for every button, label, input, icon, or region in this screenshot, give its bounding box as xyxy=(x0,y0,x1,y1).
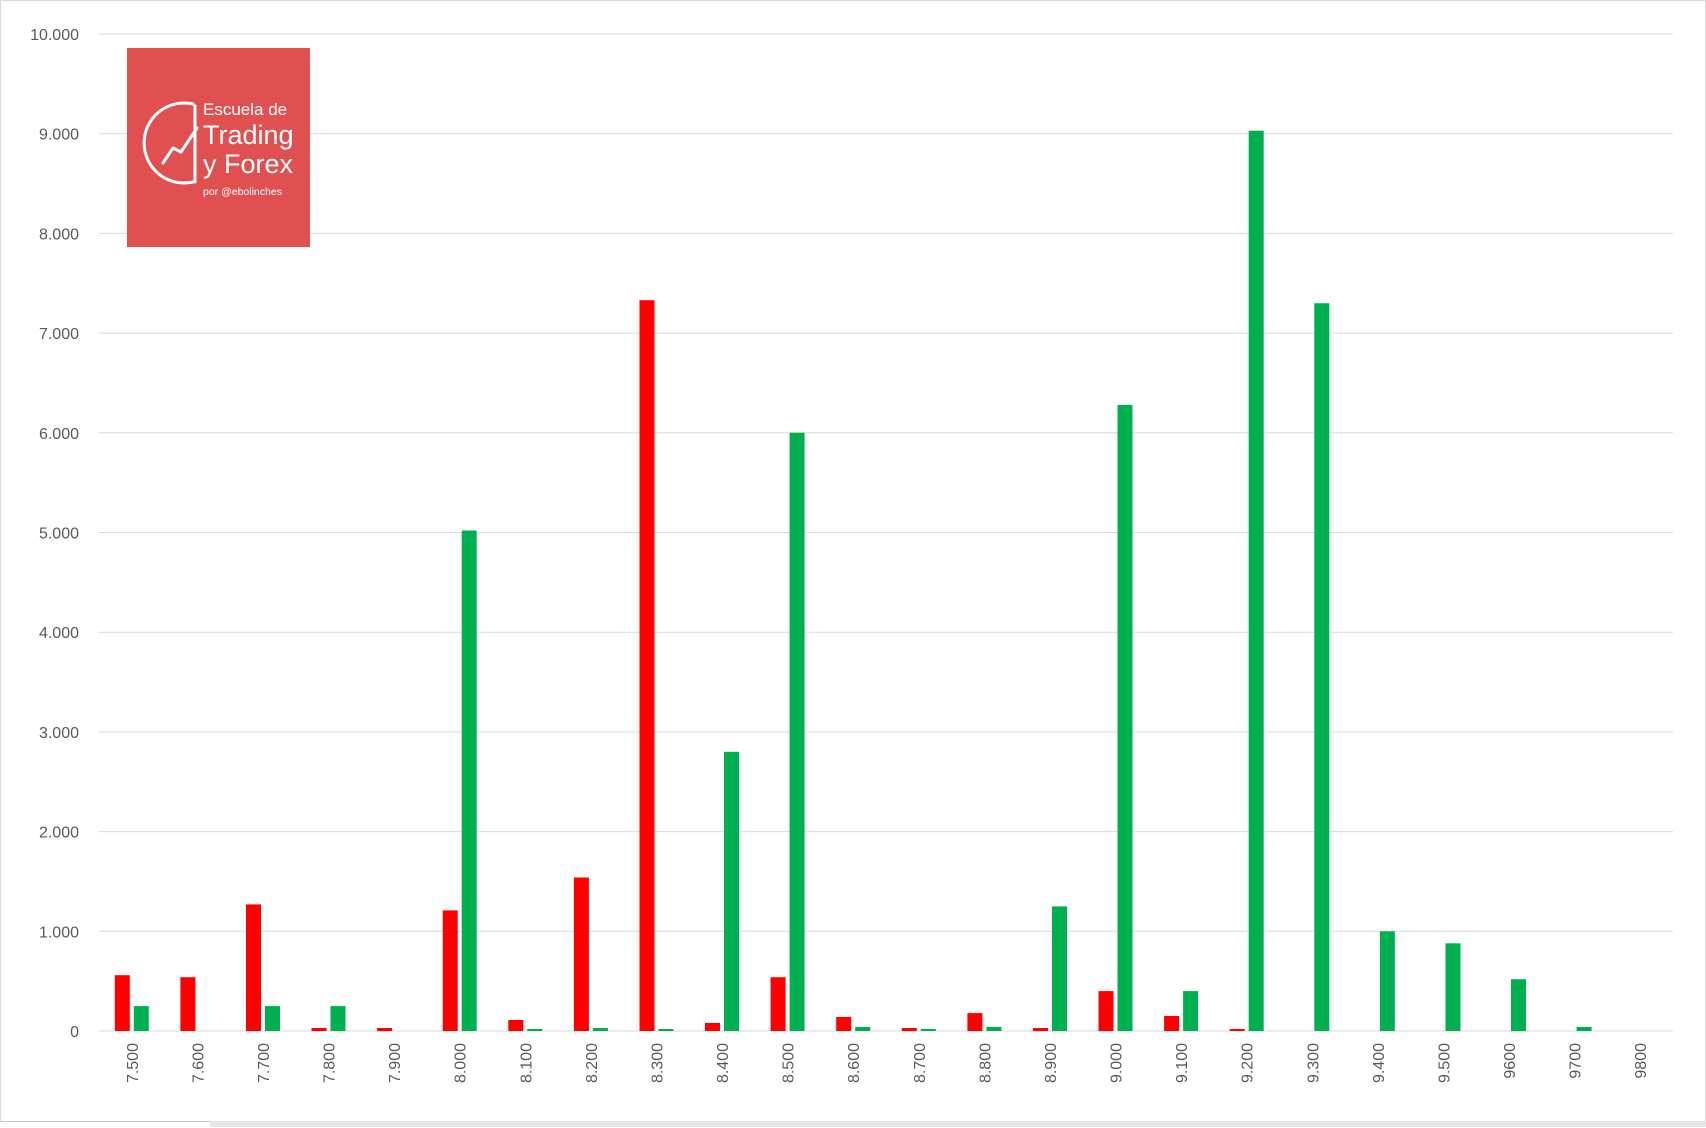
green-bar-8.600 xyxy=(855,1027,871,1031)
red-bar-7.500 xyxy=(114,975,130,1031)
red-bar-7.900 xyxy=(377,1028,393,1031)
y-tick-label: 2.000 xyxy=(39,825,79,842)
red-bar-8.000 xyxy=(442,910,458,1031)
x-tick-label: 9.300 xyxy=(1305,1043,1322,1083)
x-tick-label: 9.100 xyxy=(1174,1043,1191,1083)
red-bar-8.200 xyxy=(573,877,589,1031)
x-tick-label: 7.800 xyxy=(322,1043,339,1083)
x-tick-label: 8.000 xyxy=(453,1043,470,1083)
green-bar-8.500 xyxy=(789,432,805,1031)
y-tick-label: 10.000 xyxy=(30,27,79,44)
x-tick-label: 8.800 xyxy=(977,1043,994,1083)
y-tick-label: 7.000 xyxy=(39,326,79,343)
green-bar-8.900 xyxy=(1052,906,1067,1031)
x-tick-label: 8.100 xyxy=(518,1043,535,1083)
green-bar-9.300 xyxy=(1314,303,1330,1031)
red-bar-8.800 xyxy=(967,1013,983,1031)
logo-background xyxy=(127,48,310,247)
x-tick-label: 9800 xyxy=(1633,1043,1650,1079)
green-bar-7.800 xyxy=(330,1006,346,1031)
red-bar-8.700 xyxy=(901,1028,917,1031)
green-bar-8.400 xyxy=(724,751,739,1031)
x-tick-label: 8.900 xyxy=(1043,1043,1060,1083)
green-bar-7.500 xyxy=(133,1006,149,1031)
logo-line-1: Escuela de xyxy=(203,100,287,119)
logo-line-3: y Forex xyxy=(203,149,294,179)
red-bar-8.300 xyxy=(639,300,655,1031)
escuela-trading-forex-logo: Escuela de Trading y Forex por @ebolinch… xyxy=(127,48,310,247)
red-bar-8.600 xyxy=(836,1017,852,1031)
x-tick-label: 8.600 xyxy=(846,1043,863,1083)
x-tick-label: 8.200 xyxy=(584,1043,601,1083)
y-tick-label: 9.000 xyxy=(39,127,79,144)
red-bar-9.100 xyxy=(1164,1016,1180,1031)
green-bar-9.200 xyxy=(1248,130,1264,1031)
green-bar-8.300 xyxy=(658,1029,674,1031)
green-bar-8.100 xyxy=(527,1029,543,1031)
x-tick-label: 8.500 xyxy=(781,1043,798,1083)
green-bar-8.700 xyxy=(920,1029,936,1031)
green-bar-8.800 xyxy=(986,1027,1002,1031)
red-bar-8.100 xyxy=(508,1020,524,1031)
x-tick-label: 8.300 xyxy=(649,1043,666,1083)
green-bar-8.200 xyxy=(592,1028,608,1031)
red-bar-9.200 xyxy=(1229,1029,1245,1031)
green-bar-9.400 xyxy=(1379,931,1395,1031)
x-tick-label: 9700 xyxy=(1568,1043,1585,1079)
red-bar-7.800 xyxy=(311,1028,327,1031)
y-tick-label: 8.000 xyxy=(39,226,79,243)
x-tick-label: 9.400 xyxy=(1371,1043,1388,1083)
green-bar-9.100 xyxy=(1183,991,1199,1031)
y-tick-label: 4.000 xyxy=(39,625,79,642)
red-bar-8.900 xyxy=(1033,1028,1048,1031)
x-tick-label: 7.900 xyxy=(387,1043,404,1083)
x-tick-label: 9.200 xyxy=(1240,1043,1257,1083)
logo-line-2: Trading xyxy=(203,120,294,150)
red-bar-7.700 xyxy=(246,904,261,1031)
y-tick-label: 0 xyxy=(70,1024,79,1041)
green-bar-8.000 xyxy=(461,530,477,1031)
x-tick-label: 7.600 xyxy=(190,1043,207,1083)
sheet-tab-bar xyxy=(0,1121,1706,1127)
green-bar-9.000 xyxy=(1117,404,1133,1031)
x-tick-label: 8.700 xyxy=(912,1043,929,1083)
red-bar-9.000 xyxy=(1098,991,1114,1031)
x-tick-label: 7.700 xyxy=(256,1043,273,1083)
x-tick-label: 9600 xyxy=(1502,1043,1519,1079)
y-tick-label: 3.000 xyxy=(39,725,79,742)
x-tick-label: 7.500 xyxy=(125,1043,142,1083)
red-bar-8.500 xyxy=(770,977,786,1031)
red-bar-8.400 xyxy=(705,1023,720,1031)
y-tick-label: 6.000 xyxy=(39,426,79,443)
y-tick-label: 1.000 xyxy=(39,924,79,941)
green-bar-9700 xyxy=(1576,1027,1592,1031)
y-tick-label: 5.000 xyxy=(39,526,79,543)
red-bar-7.600 xyxy=(180,977,196,1031)
chart-arrow-icon xyxy=(142,101,199,185)
x-tick-label: 9.000 xyxy=(1109,1043,1126,1083)
green-bar-7.700 xyxy=(265,1006,280,1031)
green-bar-9600 xyxy=(1511,979,1526,1031)
logo-graphic: Escuela de Trading y Forex por @ebolinch… xyxy=(127,48,310,247)
logo-line-4: por @ebolinches xyxy=(203,186,282,198)
sheet-tab[interactable] xyxy=(0,1121,210,1128)
green-bar-9.500 xyxy=(1445,943,1461,1031)
x-tick-label: 9.500 xyxy=(1436,1043,1453,1083)
x-tick-label: 8.400 xyxy=(715,1043,732,1083)
